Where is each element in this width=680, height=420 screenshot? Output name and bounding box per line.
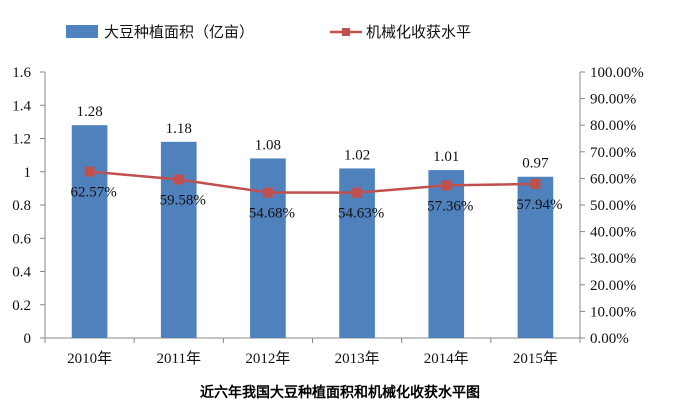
- y2-tick-label: 70.00%: [590, 145, 636, 161]
- x-tick-label: 2010年: [67, 350, 112, 367]
- legend-bar-label: 大豆种植面积（亿亩）: [104, 23, 254, 41]
- bar-value-label: 1.08: [255, 137, 281, 153]
- line-marker: [84, 166, 95, 177]
- y-tick-label: 0.4: [12, 265, 31, 281]
- y-tick-label: 1.4: [12, 98, 31, 114]
- bar: [71, 125, 108, 338]
- bar-value-label: 1.18: [166, 121, 192, 137]
- line-marker: [173, 174, 184, 185]
- legend-line-marker: [342, 28, 350, 36]
- x-tick-label: 2011年: [157, 350, 201, 367]
- y-tick-label: 0.2: [12, 298, 31, 314]
- bar: [250, 158, 286, 338]
- legend: 大豆种植面积（亿亩） 机械化收获水平: [66, 23, 471, 41]
- bar: [517, 176, 554, 338]
- y2-tick-label: 80.00%: [590, 118, 636, 134]
- line-marker: [352, 187, 363, 198]
- y2-tick-label: 90.00%: [590, 92, 636, 108]
- line-marker: [262, 187, 273, 198]
- y-tick-label: 0: [24, 331, 32, 347]
- line-value-label: 54.63%: [338, 206, 384, 222]
- line-series: [89, 170, 536, 194]
- y2-tick-label: 10.00%: [590, 304, 636, 320]
- chart-title: 近六年我国大豆种植面积和机械化收获水平图: [200, 384, 480, 401]
- bar-value-label: 1.28: [76, 104, 102, 120]
- bar: [160, 141, 197, 338]
- x-tick-label: 2014年: [424, 350, 469, 367]
- y2-tick-label: 60.00%: [590, 171, 636, 187]
- y2-tick-label: 30.00%: [590, 251, 636, 267]
- y2-tick-label: 100.00%: [590, 65, 644, 81]
- y-tick-label: 1: [24, 165, 32, 181]
- x-tick-label: 2013年: [335, 350, 380, 367]
- line-value-label: 57.94%: [516, 197, 562, 213]
- y2-tick-label: 0.00%: [590, 331, 629, 347]
- x-tick-label: 2012年: [245, 350, 290, 367]
- bar: [428, 170, 465, 338]
- line-marker: [530, 178, 541, 189]
- y2-tick-label: 20.00%: [590, 278, 636, 294]
- y-tick-label: 1.6: [12, 65, 31, 81]
- line-value-label: 57.36%: [427, 198, 473, 214]
- bar-value-label: 1.01: [433, 149, 459, 165]
- y-tick-label: 1.2: [12, 132, 31, 148]
- plot-area: 0 0.2 0.4 0.6 0.8 1 1.2 1.4 1.6 0.00% 10.00% 20.00%…: [12, 65, 644, 367]
- legend-bar-swatch: [66, 25, 98, 38]
- bar-value-label: 0.97: [522, 156, 549, 172]
- y-tick-label: 0.8: [12, 198, 31, 214]
- y2-tick-label: 50.00%: [590, 198, 636, 214]
- line-value-label: 59.58%: [160, 193, 206, 209]
- bar-value-label: 1.02: [344, 147, 370, 163]
- line-value-label: 54.68%: [249, 206, 295, 222]
- line-value-label: 62.57%: [70, 185, 116, 201]
- y-tick-label: 0.6: [12, 231, 31, 247]
- x-tick-label: 2015年: [513, 350, 558, 367]
- y2-tick-label: 40.00%: [590, 225, 636, 241]
- legend-line-label: 机械化收获水平: [366, 23, 471, 41]
- line-marker: [441, 180, 452, 191]
